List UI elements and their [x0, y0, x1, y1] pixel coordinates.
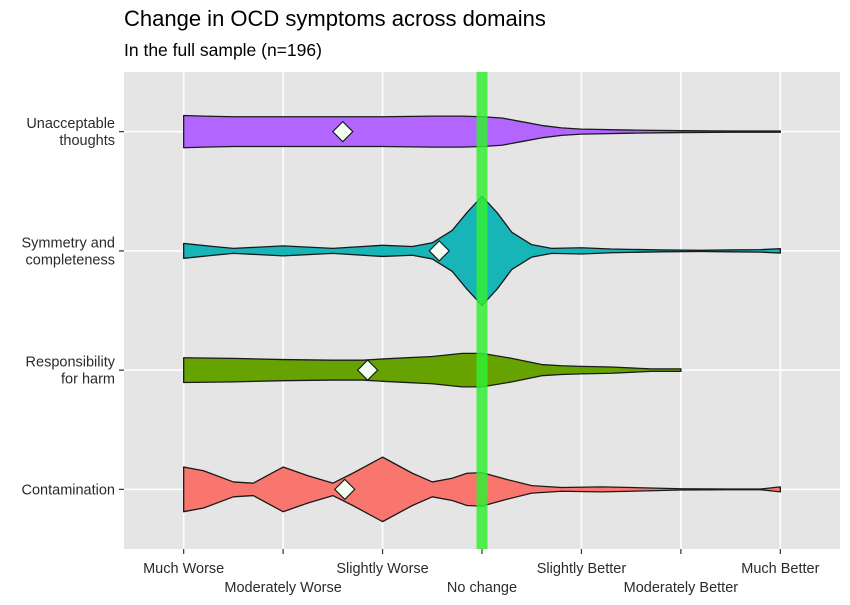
- chart-subtitle: In the full sample (n=196): [124, 40, 322, 60]
- y-tick-label: Symmetry and completeness: [22, 235, 115, 268]
- x-tick-label: Moderately Better: [624, 580, 739, 596]
- y-tick-label-line: Contamination: [22, 482, 116, 498]
- violin-2: [183, 352, 682, 388]
- y-tick-label-line: thoughts: [59, 133, 115, 149]
- x-tick-label: Much Worse: [143, 561, 224, 577]
- y-axis: Unacceptable thoughts Symmetry and complete…: [22, 116, 124, 498]
- x-tick-label: Moderately Worse: [224, 580, 341, 596]
- x-tick-label: Much Better: [741, 561, 819, 577]
- y-tick-label-line: for harm: [61, 372, 115, 388]
- reference-line: [476, 72, 488, 549]
- mean-marker-0: [331, 120, 354, 143]
- y-tick-label: Contamination: [22, 482, 116, 498]
- mean-marker-2: [356, 359, 379, 381]
- chart-title: Change in OCD symptoms across domains: [124, 6, 546, 31]
- mean-marker-1: [428, 240, 451, 262]
- x-tick-label: No change: [447, 580, 517, 596]
- mean-marker-3: [333, 478, 356, 501]
- y-tick-label: Responsibility for harm: [26, 355, 116, 388]
- y-tick-label-line: completeness: [26, 252, 115, 268]
- y-tick-label-line: Responsibility: [26, 355, 116, 371]
- mean-markers: [331, 120, 451, 501]
- x-tick-label: Slightly Better: [537, 561, 627, 577]
- y-tick-label-line: Unacceptable: [26, 116, 115, 132]
- y-tick-label-line: Symmetry and: [22, 235, 115, 251]
- reference-line-overlay: [476, 72, 488, 549]
- x-tick-label: Slightly Worse: [336, 561, 428, 577]
- y-tick-label: Unacceptable thoughts: [26, 116, 115, 149]
